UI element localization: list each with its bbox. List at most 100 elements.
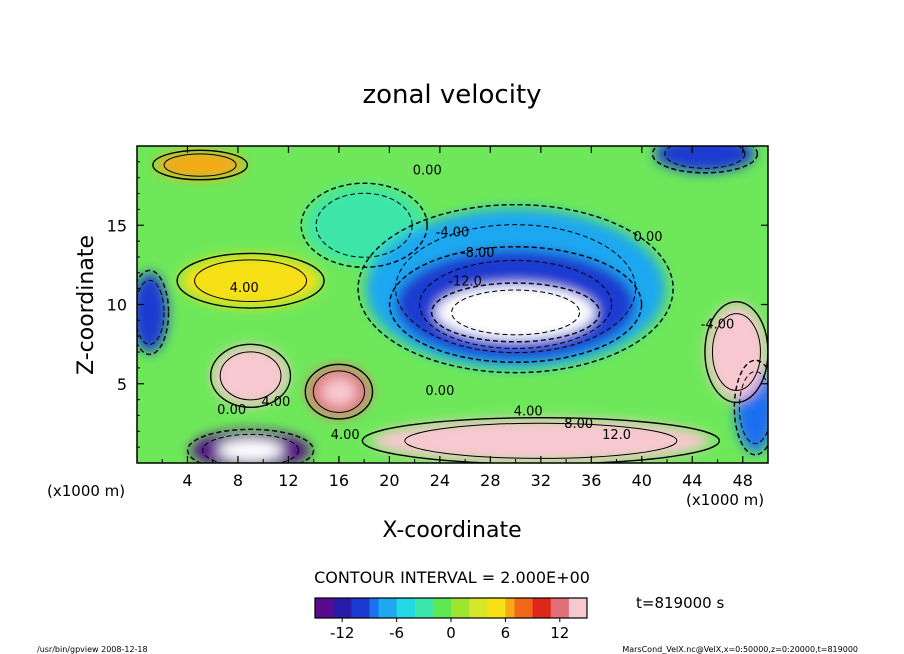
x-unit-right: (x1000 m) xyxy=(686,491,764,509)
colorbar-tick-label: -12 xyxy=(330,624,355,642)
colorbar-segment xyxy=(478,598,488,618)
chart-title: zonal velocity xyxy=(362,80,541,110)
colorbar-segment xyxy=(523,598,534,618)
contour-line xyxy=(209,343,292,409)
colorbar xyxy=(315,598,588,618)
colorbar-tick-label: 0 xyxy=(446,624,456,642)
x-tick-label: 24 xyxy=(430,471,450,490)
colorbar-segment xyxy=(532,598,543,618)
colorbar-segment xyxy=(496,598,506,618)
contour-line xyxy=(194,259,308,303)
x-tick-label: 16 xyxy=(329,471,349,490)
plot-area xyxy=(137,146,768,463)
colorbar-segment xyxy=(369,598,379,618)
contour-line xyxy=(738,371,768,445)
field-top-left-warm xyxy=(155,151,246,180)
colorbar-segment xyxy=(577,598,588,618)
field-left-max-a-core xyxy=(229,359,272,393)
colorbar-segment xyxy=(378,598,389,618)
field-central-jet-core-core xyxy=(471,297,560,328)
colorbar-segment xyxy=(451,598,461,618)
contour-line xyxy=(430,282,601,343)
contour-line xyxy=(451,289,581,336)
colorbar-segment xyxy=(432,598,443,618)
colorbar-segment xyxy=(514,598,525,618)
time-label: t=819000 s xyxy=(636,594,724,612)
footer-left: /usr/bin/gpview 2008-12-18 xyxy=(37,645,148,654)
field-right-max-core xyxy=(719,325,753,379)
field-top-right-min xyxy=(654,146,755,172)
contour-label: 0.00 xyxy=(217,403,246,418)
contour-label: -4.00 xyxy=(701,317,735,332)
x-tick-label: 8 xyxy=(233,471,243,490)
contour-line xyxy=(388,246,643,363)
x-tick-label: 44 xyxy=(682,471,702,490)
colorbar-tick-label: 12 xyxy=(550,624,569,642)
contour-line xyxy=(152,149,249,181)
contour-label: -4.00 xyxy=(436,225,470,240)
contour-label: -8.00 xyxy=(461,246,495,261)
colorbar-segment xyxy=(550,598,561,618)
y-axis-label: Z-coordinate xyxy=(74,235,99,375)
y-tick-label: 10 xyxy=(107,296,127,315)
contour-line xyxy=(357,203,674,374)
contour-label: -12.0 xyxy=(448,274,482,289)
contour-line xyxy=(651,146,759,174)
contour-line xyxy=(304,363,374,420)
x-unit-left: (x1000 m) xyxy=(47,482,125,500)
colorbar-segment xyxy=(505,598,515,618)
colorbar-segment xyxy=(441,598,452,618)
field-bottom-max-core xyxy=(447,428,635,453)
colorbar-segment xyxy=(405,598,416,618)
colorbar-segment xyxy=(423,598,434,618)
contour-label: 4.00 xyxy=(331,428,360,443)
contour-label: 0.00 xyxy=(413,164,442,179)
contour-line xyxy=(202,433,300,463)
x-tick-label: 28 xyxy=(480,471,500,490)
colorbar-segment xyxy=(387,598,398,618)
x-tick-label: 36 xyxy=(581,471,601,490)
contour-line xyxy=(300,182,428,268)
colorbar-tick-label: 6 xyxy=(501,624,511,642)
colorbar-segment xyxy=(460,598,470,618)
x-tick-label: 40 xyxy=(632,471,652,490)
colorbar-segment xyxy=(396,598,407,618)
contour-label: 12.0 xyxy=(602,428,631,443)
colorbar-segment xyxy=(487,598,497,618)
contour-line xyxy=(137,269,170,356)
x-tick-label: 4 xyxy=(182,471,192,490)
y-tick-label: 5 xyxy=(117,375,127,394)
x-axis-label: X-coordinate xyxy=(382,518,521,543)
field-left-max-b-core xyxy=(321,377,357,406)
colorbar-segment xyxy=(559,598,570,618)
field-bottom-left-min-core xyxy=(217,439,284,462)
x-tick-label: 48 xyxy=(733,471,753,490)
contour-line xyxy=(419,260,613,349)
contour-label: 4.00 xyxy=(230,281,259,296)
contour-line xyxy=(219,351,282,401)
contour-line xyxy=(137,279,165,345)
x-tick-label: 12 xyxy=(278,471,298,490)
field-left-warm-band xyxy=(180,254,321,307)
contour-line xyxy=(176,252,325,309)
contour-line xyxy=(361,417,720,463)
contour-label: 4.00 xyxy=(261,395,290,410)
contour-line xyxy=(395,224,637,354)
footer-right: MarsCond_VelX.nc@VelX,x=0:50000,z=0:2000… xyxy=(622,645,858,654)
contour-line xyxy=(711,313,761,391)
colorbar-segment xyxy=(351,598,361,618)
colorbar-segment xyxy=(414,598,425,618)
contour-interval-text: CONTOUR INTERVAL = 2.000E+00 xyxy=(314,568,590,587)
colorbar-segment xyxy=(360,598,370,618)
x-tick-label: 20 xyxy=(379,471,399,490)
colorbar-segment xyxy=(568,598,579,618)
colorbar-segment xyxy=(315,598,325,618)
field-left-edge-min xyxy=(137,272,168,353)
colorbar-segment xyxy=(333,598,343,618)
contour-label: 0.00 xyxy=(425,384,454,399)
x-tick-label: 32 xyxy=(531,471,551,490)
contour-label: 0.00 xyxy=(634,230,663,245)
contour-line xyxy=(186,428,315,463)
colorbar-tick-label: -6 xyxy=(389,624,404,642)
